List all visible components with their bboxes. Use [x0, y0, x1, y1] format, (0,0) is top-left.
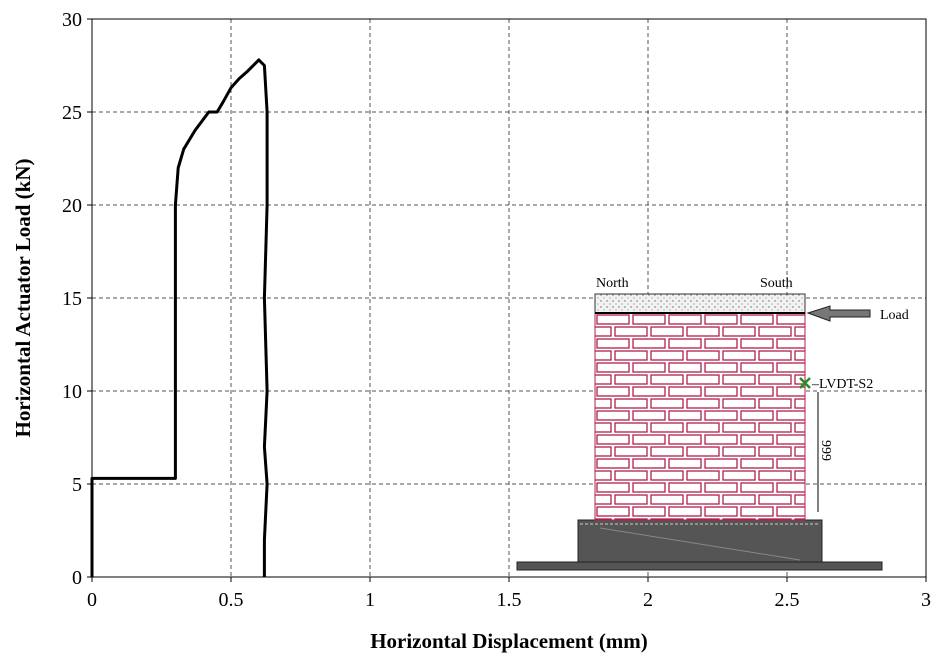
y-tick-label: 5 — [72, 474, 82, 496]
x-tick-label: 3 — [921, 589, 931, 611]
x-tick-label: 1.5 — [497, 589, 522, 611]
x-axis-label: Horizontal Displacement (mm) — [370, 629, 648, 653]
annotation: 999 — [818, 440, 833, 461]
y-axis-label: Horizontal Actuator Load (kN) — [11, 158, 35, 437]
x-tick-label: 0.5 — [219, 589, 244, 611]
base-plate — [516, 561, 883, 571]
y-tick-label: 15 — [62, 288, 82, 310]
top-beam — [594, 293, 806, 314]
y-tick-label: 0 — [72, 567, 82, 589]
annotation: North — [596, 276, 629, 291]
load-arrow — [806, 305, 871, 322]
base-block — [577, 519, 823, 563]
annotation: Load — [880, 308, 909, 323]
specimen-diagram: North South Load –LVDT-S2 999 — [516, 276, 909, 571]
data-line — [90, 58, 269, 577]
y-tick-label: 20 — [62, 195, 82, 217]
y-tick-label: 25 — [62, 102, 82, 124]
lvdt-marker — [799, 377, 811, 389]
annotation: South — [760, 276, 793, 291]
x-tick-label: 2 — [643, 589, 653, 611]
masonry-wall — [594, 312, 806, 521]
x-tick-label: 2.5 — [775, 589, 800, 611]
y-tick-label: 30 — [62, 9, 82, 31]
x-tick-label: 1 — [365, 589, 375, 611]
y-tick-label: 10 — [62, 381, 82, 403]
x-tick-label: 0 — [87, 589, 97, 611]
annotation: –LVDT-S2 — [811, 377, 873, 392]
